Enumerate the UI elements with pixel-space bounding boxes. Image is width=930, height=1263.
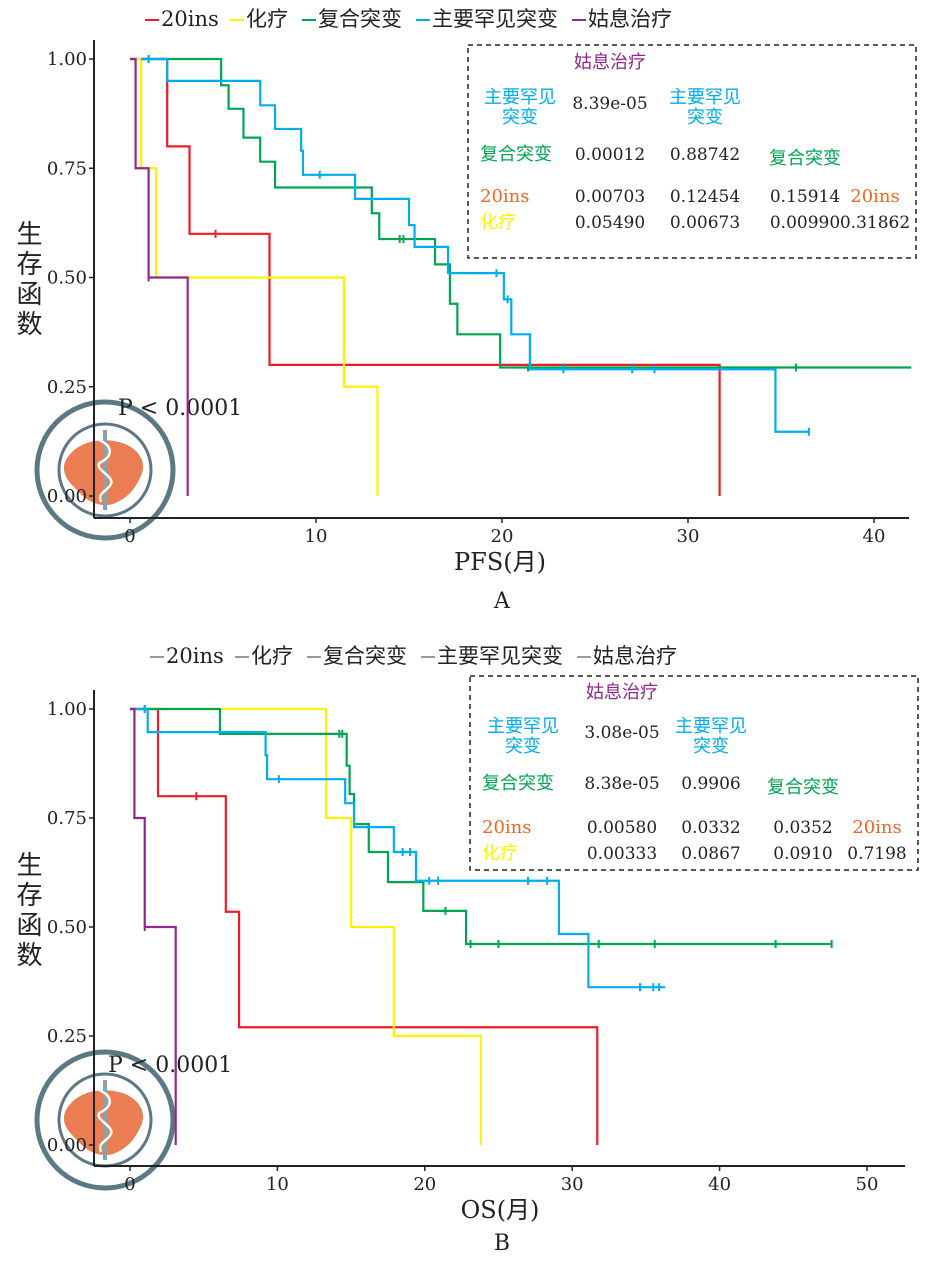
serpent-icon	[97, 1088, 113, 1153]
legend-item: 主要罕见突变	[437, 644, 563, 668]
table-pvalue-cell: 0.00673	[670, 213, 740, 233]
y-tick-label: 0.00	[47, 486, 87, 507]
table-col-header: 20ins	[850, 186, 900, 207]
table-pvalue-cell: 8.39e-05	[572, 94, 647, 114]
x-axis-label: PFS(月)	[454, 548, 546, 576]
table-pvalue-cell: 0.00012	[575, 145, 645, 165]
table-pvalue-cell: 0.0332	[681, 818, 740, 838]
y-axis-label: 生存函数	[12, 851, 42, 971]
legend-item: 复合突变	[323, 644, 407, 668]
panel-label: B	[494, 1231, 510, 1256]
y-axis-label: 生存函数	[12, 220, 42, 340]
table-pvalue-cell: 0.12454	[670, 187, 740, 207]
table-row-label: 20ins	[482, 817, 532, 838]
chart-panel-B: 0.00 0.25 0.50 0.75 1.00 0 10 20 30 40 50 OS(月) B P <…	[34, 644, 919, 1256]
x-axis-label: OS(月)	[461, 1196, 540, 1224]
table-pvalue-cell: 0.9906	[681, 774, 740, 794]
x-tick-label: 0	[124, 526, 135, 547]
x-tick-label: 20	[413, 1174, 436, 1195]
y-tick-label: 0.50	[47, 268, 87, 289]
x-tick-label: 30	[561, 1174, 584, 1195]
table-pvalue-cell: 8.38e-05	[584, 774, 659, 794]
x-tick-label: 0	[124, 1174, 135, 1195]
pvalue-table-box	[467, 44, 917, 259]
table-col-header: 主要罕见突变	[675, 716, 747, 757]
km-curve-姑息治疗	[130, 707, 177, 1145]
x-tick-label: 40	[863, 526, 886, 547]
legend-item: 20ins	[166, 644, 224, 668]
table-col-header: 姑息治疗	[586, 682, 658, 703]
table-pvalue-cell: 0.88742	[670, 145, 740, 165]
table-row-label: 20ins	[480, 186, 530, 207]
table-pvalue-cell: 0.00580	[587, 818, 657, 838]
table-pvalue-cell: 0.00990	[770, 213, 840, 233]
km-curve-姑息治疗	[130, 57, 189, 496]
chinese-medical-association-logo	[34, 399, 176, 541]
legend-item: 化疗	[246, 7, 288, 31]
legend-item: 复合突变	[318, 7, 402, 31]
table-row-label: 主要罕见突变	[487, 716, 559, 757]
table-pvalue-cell: 0.7198	[847, 844, 906, 864]
y-tick-label: 0.25	[47, 1026, 87, 1047]
y-tick-label: 1.00	[47, 699, 87, 720]
x-tick-label: 50	[856, 1174, 879, 1195]
km-curve-复合突变	[141, 57, 912, 369]
table-pvalue-cell: 0.0352	[773, 818, 832, 838]
km-curve-20ins	[130, 707, 599, 1145]
chinese-medical-association-logo	[34, 1049, 176, 1191]
table-pvalue-cell: 0.00333	[587, 844, 657, 864]
km-curve-主要罕见突变	[141, 57, 809, 433]
table-pvalue-cell: 0.0867	[681, 844, 740, 864]
legend-item: 化疗	[251, 644, 293, 668]
table-col-header: 20ins	[852, 817, 902, 838]
table-pvalue-cell: 0.05490	[575, 213, 645, 233]
table-row-label: 主要罕见突变	[484, 87, 556, 128]
table-row-label: 复合突变	[482, 773, 554, 794]
y-tick-label: 0.00	[47, 1135, 87, 1156]
km-curve-化疗	[134, 707, 482, 1145]
table-row-label: 化疗	[480, 212, 516, 233]
table-col-header: 复合突变	[769, 148, 841, 169]
x-tick-label: 10	[266, 1174, 289, 1195]
chart-panel-A: 0.00 0.25 0.50 0.75 1.00 0 10 20 30 40 PFS(月) A P < …	[34, 7, 917, 614]
table-row-label: 化疗	[482, 843, 518, 864]
km-curve-主要罕见突变	[130, 707, 666, 989]
table-pvalue-cell: 0.00703	[575, 187, 645, 207]
table-pvalue-cell: 0.15914	[770, 187, 840, 207]
x-tick-label: 30	[677, 526, 700, 547]
y-tick-label: 0.75	[47, 158, 87, 179]
p-value-label: P < 0.0001	[108, 1053, 232, 1078]
logo-inner-ring	[57, 422, 153, 518]
legend-item: 主要罕见突变	[432, 7, 558, 31]
table-col-header: 姑息治疗	[574, 52, 646, 73]
km-curve-复合突变	[134, 707, 832, 946]
x-tick-label: 10	[305, 526, 328, 547]
km-curve-20ins	[130, 57, 721, 496]
y-tick-label: 0.25	[47, 377, 87, 398]
table-pvalue-cell: 0.0910	[773, 844, 832, 864]
table-pvalue-cell: 3.08e-05	[584, 723, 659, 743]
table-col-header: 主要罕见突变	[669, 87, 741, 128]
panel-label: A	[493, 589, 511, 614]
x-tick-label: 40	[708, 1174, 731, 1195]
table-col-header: 复合突变	[767, 777, 839, 798]
y-tick-label: 0.75	[47, 808, 87, 829]
serpent-icon	[97, 438, 113, 503]
p-value-label: P < 0.0001	[118, 396, 242, 421]
legend-item: 20ins	[161, 7, 219, 31]
table-row-label: 复合突变	[480, 144, 552, 165]
y-tick-label: 1.00	[47, 49, 87, 70]
pvalue-table-box	[469, 675, 919, 871]
x-tick-label: 20	[491, 526, 514, 547]
legend-item: 姑息治疗	[588, 7, 672, 31]
y-tick-label: 0.50	[47, 917, 87, 938]
legend-item: 姑息治疗	[593, 644, 677, 668]
table-pvalue-cell: 0.31862	[840, 213, 910, 233]
